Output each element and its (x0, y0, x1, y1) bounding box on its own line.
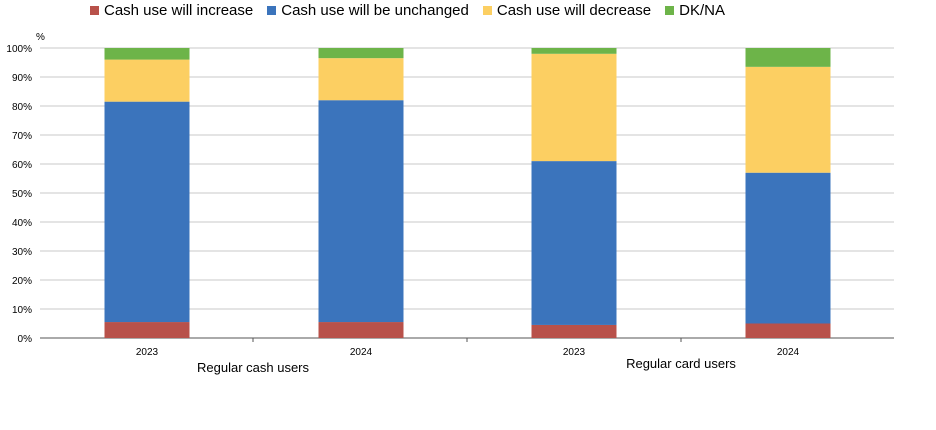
bar-segment (318, 48, 404, 59)
bar-segment (531, 48, 617, 54)
y-tick-label: 50% (12, 189, 32, 200)
y-tick-label: 30% (12, 247, 32, 258)
bar-segment (531, 53, 617, 162)
bar-segment (531, 324, 617, 338)
legend-swatch (665, 6, 675, 15)
legend-item: Cash use will be unchanged (267, 2, 469, 19)
bar-segment (318, 58, 404, 101)
y-tick-label: 40% (12, 218, 32, 229)
legend-swatch (90, 6, 99, 15)
y-tick-label: 20% (12, 276, 32, 287)
group-label: Regular cash users (197, 360, 309, 375)
legend-label: Cash use will be unchanged (281, 2, 469, 19)
y-axis-ticks: 0% 10% 20% 30% 40% 50% 60% 70% 80% 90% 100% (6, 44, 32, 345)
bar-segment (745, 323, 831, 338)
legend-item: DK/NA (665, 2, 725, 19)
x-tick-label: 2024 (777, 347, 800, 358)
bar-segment (745, 172, 831, 324)
group-label: Regular card users (626, 356, 736, 371)
x-tick-label: 2023 (563, 347, 586, 358)
bar-segment (318, 100, 404, 323)
legend-item: Cash use will decrease (482, 2, 652, 19)
bar-segment (104, 322, 190, 338)
y-tick-label: 0% (18, 334, 33, 345)
y-tick-label: 80% (12, 102, 32, 113)
bars-layer (104, 48, 831, 338)
bar-segment (531, 161, 617, 325)
y-tick-label: 60% (12, 160, 32, 171)
legend-label: DK/NA (679, 2, 725, 19)
bar-segment (745, 66, 831, 173)
y-tick-label: 100% (6, 44, 32, 55)
x-axis-labels: 2023 2024 2023 2024 Regular cash users Regula… (136, 347, 800, 375)
x-tick-label: 2024 (350, 347, 373, 358)
legend-swatch (482, 6, 492, 15)
bar-segment (745, 48, 831, 67)
legend-label: Cash use will decrease (496, 2, 652, 19)
y-tick-label: 90% (12, 73, 32, 84)
bar-segment (104, 101, 190, 323)
bar-segment (104, 59, 190, 102)
y-axis-unit-label: % (36, 32, 45, 43)
legend-swatch (267, 6, 277, 15)
x-tick-label: 2023 (136, 347, 159, 358)
bar-segment (104, 48, 190, 60)
bar-segment (318, 322, 404, 338)
chart-legend: Cash use will increase Cash use will be u… (90, 2, 725, 19)
y-tick-label: 70% (12, 131, 32, 142)
legend-label: Cash use will increase (104, 2, 254, 19)
legend-item: Cash use will increase (90, 2, 253, 19)
y-tick-label: 10% (12, 305, 32, 316)
